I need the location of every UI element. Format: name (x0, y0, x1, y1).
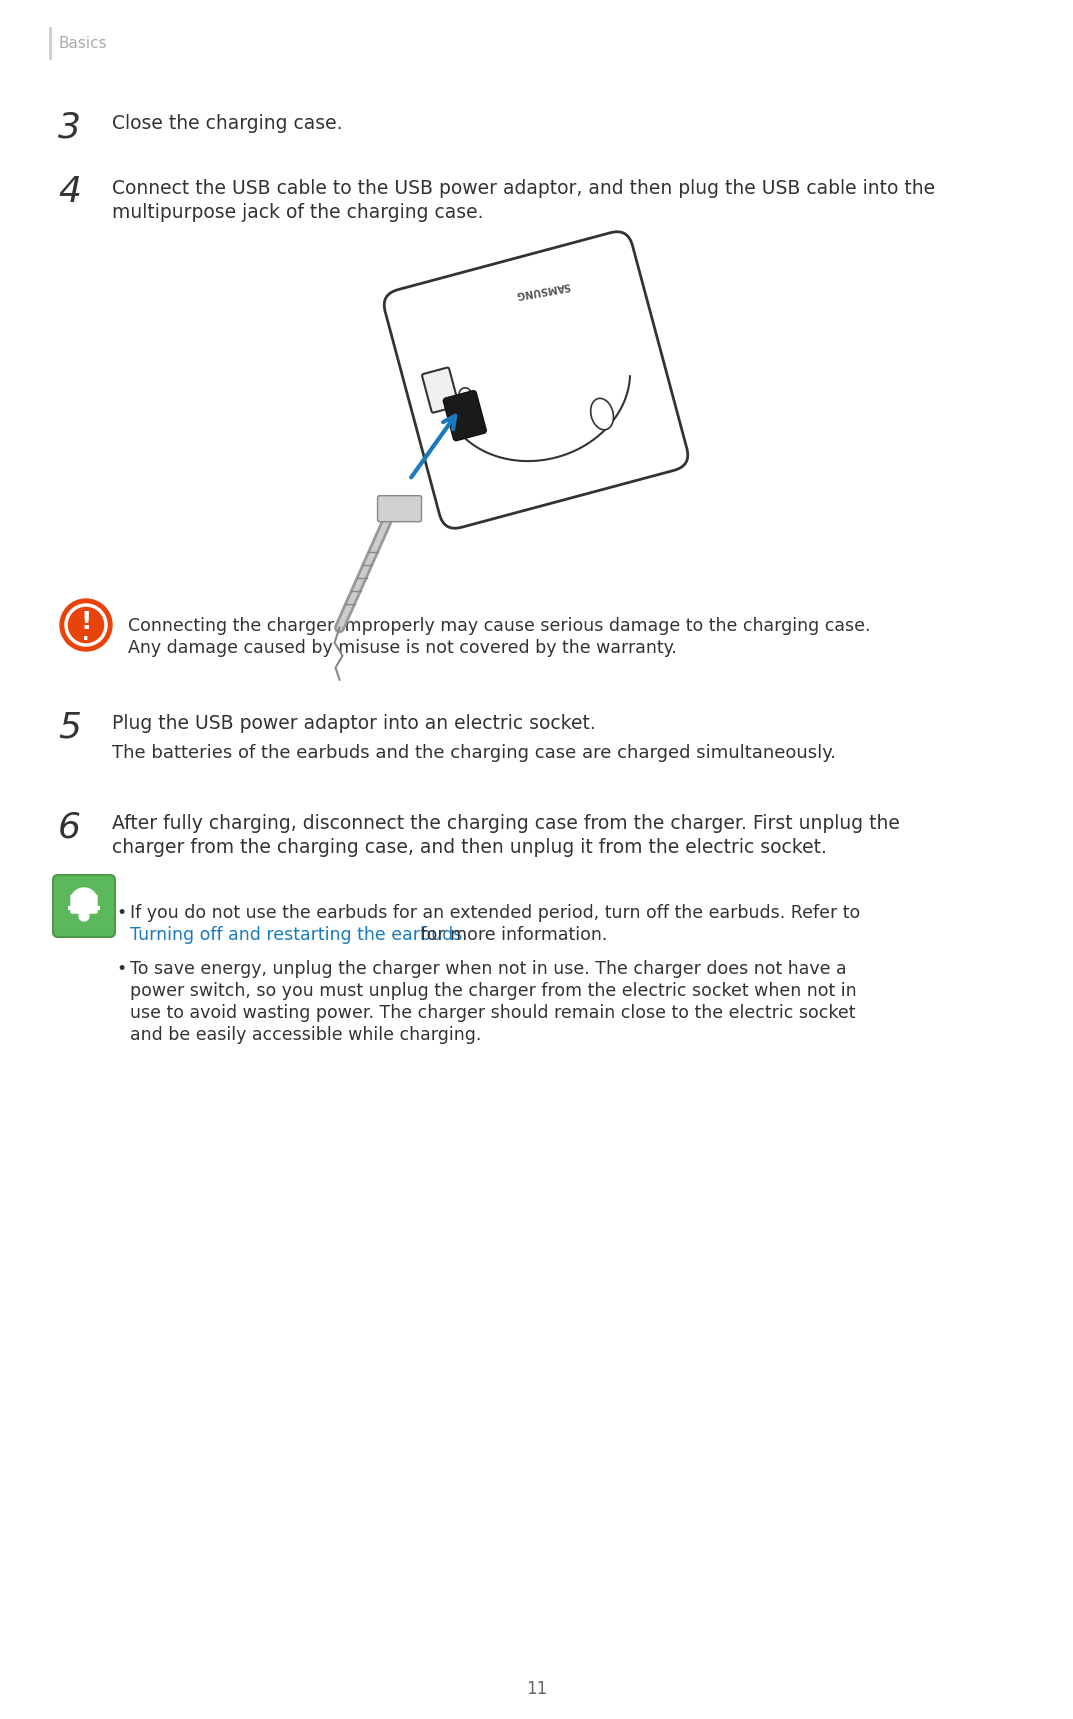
Text: Close the charging case.: Close the charging case. (112, 113, 342, 132)
Text: 6: 6 (58, 810, 80, 844)
Text: Any damage caused by misuse is not covered by the warranty.: Any damage caused by misuse is not cover… (128, 639, 677, 657)
FancyBboxPatch shape (378, 495, 422, 521)
Text: 11: 11 (526, 1679, 547, 1698)
Text: •: • (116, 959, 127, 978)
Text: •: • (116, 904, 127, 921)
FancyBboxPatch shape (443, 390, 486, 440)
Text: use to avoid wasting power. The charger should remain close to the electric sock: use to avoid wasting power. The charger … (130, 1004, 855, 1023)
Text: Connect the USB cable to the USB power adaptor, and then plug the USB cable into: Connect the USB cable to the USB power a… (112, 179, 936, 198)
FancyBboxPatch shape (53, 875, 115, 937)
Circle shape (60, 598, 112, 652)
Circle shape (79, 911, 89, 921)
FancyBboxPatch shape (71, 896, 97, 913)
Text: for more information.: for more information. (415, 927, 607, 944)
Text: 4: 4 (58, 175, 80, 210)
Text: Turning off and restarting the earbuds: Turning off and restarting the earbuds (130, 927, 462, 944)
Text: .: . (83, 626, 90, 645)
FancyBboxPatch shape (384, 232, 688, 528)
FancyBboxPatch shape (422, 368, 458, 413)
Text: !: ! (80, 610, 91, 634)
Text: The batteries of the earbuds and the charging case are charged simultaneously.: The batteries of the earbuds and the cha… (112, 744, 836, 762)
Text: 5: 5 (58, 710, 80, 744)
Text: charger from the charging case, and then unplug it from the electric socket.: charger from the charging case, and then… (112, 837, 827, 858)
Text: multipurpose jack of the charging case.: multipurpose jack of the charging case. (112, 203, 484, 222)
Text: Basics: Basics (58, 36, 106, 52)
Ellipse shape (72, 889, 95, 908)
Text: To save energy, unplug the charger when not in use. The charger does not have a: To save energy, unplug the charger when … (130, 959, 847, 978)
Text: Connecting the charger improperly may cause serious damage to the charging case.: Connecting the charger improperly may ca… (128, 617, 870, 634)
Text: and be easily accessible while charging.: and be easily accessible while charging. (130, 1026, 482, 1043)
Text: 3: 3 (58, 110, 80, 144)
Text: SAMSUNG: SAMSUNG (515, 280, 571, 299)
Ellipse shape (590, 399, 614, 430)
Text: After fully charging, disconnect the charging case from the charger. First unplu: After fully charging, disconnect the cha… (112, 815, 900, 834)
Circle shape (459, 388, 471, 401)
Text: If you do not use the earbuds for an extended period, turn off the earbuds. Refe: If you do not use the earbuds for an ext… (130, 904, 861, 921)
Text: Plug the USB power adaptor into an electric socket.: Plug the USB power adaptor into an elect… (112, 713, 596, 732)
Text: power switch, so you must unplug the charger from the electric socket when not i: power switch, so you must unplug the cha… (130, 982, 856, 1000)
